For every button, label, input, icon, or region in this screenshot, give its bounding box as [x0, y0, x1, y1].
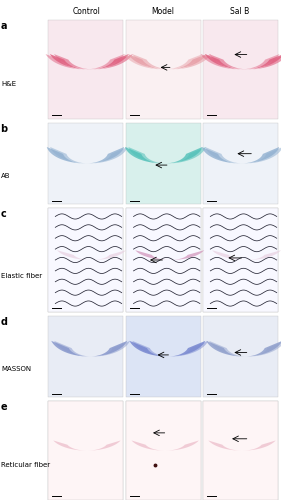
Bar [48, 208, 123, 312]
Bar [203, 20, 278, 118]
Bar [126, 122, 201, 204]
Bar [126, 20, 201, 118]
Polygon shape [124, 54, 203, 70]
Polygon shape [57, 250, 126, 260]
Bar [48, 208, 123, 312]
Bar [203, 402, 278, 500]
Text: d: d [1, 317, 8, 327]
Polygon shape [135, 250, 204, 260]
Text: AB: AB [1, 172, 11, 178]
Polygon shape [130, 341, 205, 356]
Bar [126, 208, 201, 312]
Bar [48, 402, 123, 500]
Polygon shape [132, 54, 211, 70]
Polygon shape [128, 54, 207, 70]
Polygon shape [212, 250, 281, 260]
Text: Control: Control [72, 8, 100, 16]
Polygon shape [51, 341, 127, 356]
Text: b: b [1, 124, 8, 134]
Bar [48, 20, 123, 118]
Bar [126, 402, 201, 500]
Polygon shape [205, 147, 281, 164]
Text: Elastic fiber: Elastic fiber [1, 272, 42, 278]
Polygon shape [132, 341, 208, 356]
Polygon shape [201, 54, 280, 70]
Polygon shape [54, 54, 133, 70]
Polygon shape [50, 147, 128, 164]
Polygon shape [132, 440, 199, 450]
Bar [48, 402, 123, 500]
Polygon shape [206, 341, 281, 356]
Text: e: e [1, 402, 7, 412]
Text: a: a [1, 21, 7, 31]
Bar [203, 122, 278, 204]
Bar [126, 316, 201, 398]
Polygon shape [50, 54, 129, 70]
Text: H&E: H&E [1, 81, 17, 87]
Text: Model: Model [151, 8, 175, 16]
Bar [48, 122, 123, 204]
Bar [203, 402, 278, 500]
Polygon shape [125, 147, 202, 164]
Polygon shape [54, 341, 130, 356]
Bar [126, 402, 201, 500]
Text: MASSON: MASSON [1, 366, 31, 372]
Bar [203, 208, 278, 312]
Bar [126, 208, 201, 312]
Polygon shape [128, 147, 206, 164]
Polygon shape [209, 341, 281, 356]
Polygon shape [208, 440, 276, 450]
Text: c: c [1, 209, 6, 219]
Bar [203, 316, 278, 398]
Polygon shape [53, 440, 121, 450]
Polygon shape [209, 54, 281, 70]
Polygon shape [46, 54, 124, 70]
Text: Sal B: Sal B [230, 8, 250, 16]
Polygon shape [47, 147, 124, 164]
Polygon shape [202, 147, 279, 164]
Polygon shape [205, 54, 281, 70]
Bar [48, 316, 123, 398]
Bar [203, 208, 278, 312]
Text: Reticular fiber: Reticular fiber [1, 462, 51, 468]
